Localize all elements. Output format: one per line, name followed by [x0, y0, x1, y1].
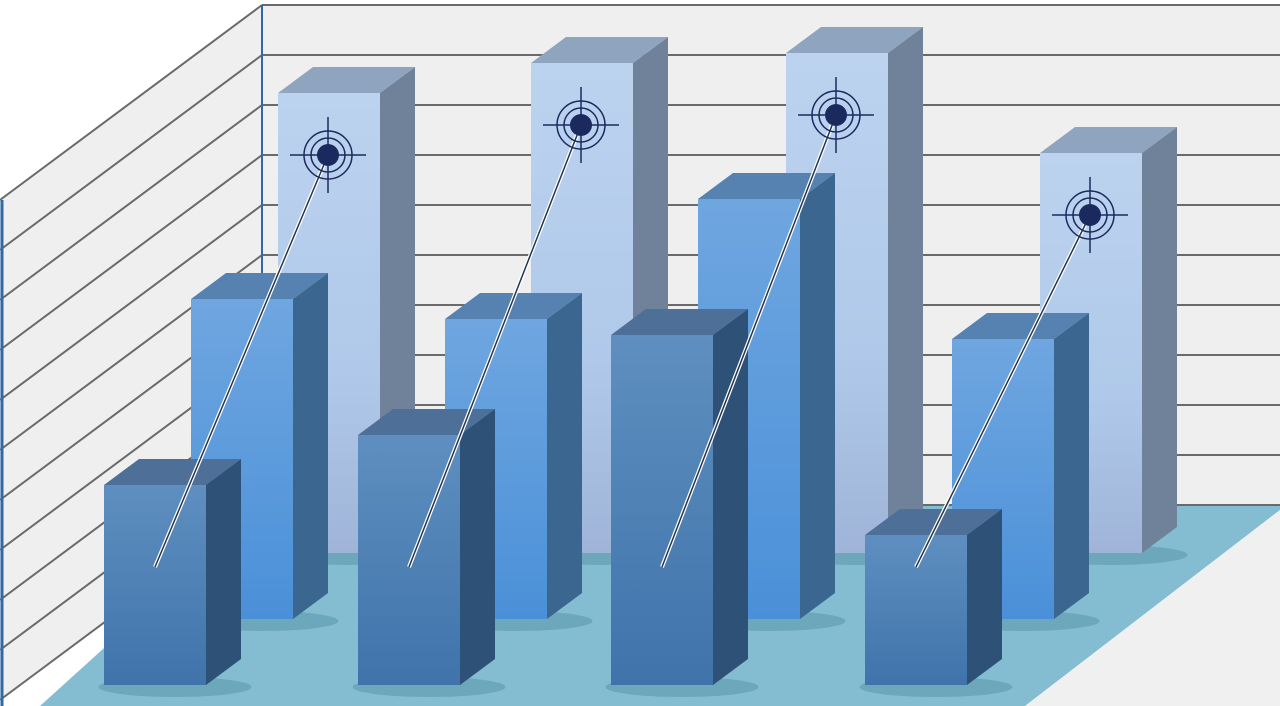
bar-side — [293, 273, 328, 619]
bar-side — [547, 293, 582, 619]
bar-front-1 — [98, 459, 252, 697]
bar-top — [611, 309, 748, 335]
gridline-left — [0, 154, 263, 351]
bars-group — [98, 27, 1188, 697]
gridline-left — [0, 54, 263, 251]
bar-top — [531, 37, 668, 63]
bar-top — [1040, 127, 1177, 153]
bar-front-2 — [352, 409, 506, 697]
bar-side — [1142, 127, 1177, 553]
target-marker-2 — [407, 87, 619, 568]
bar-front — [865, 535, 967, 685]
bar-top — [278, 67, 415, 93]
gridline-left — [0, 204, 263, 401]
bar-side — [460, 409, 495, 685]
gridline-left — [0, 4, 263, 201]
floor-edge — [1025, 510, 1280, 706]
bar-top — [698, 173, 835, 199]
target-marker-1 — [153, 117, 366, 568]
target-marker-4 — [914, 177, 1128, 568]
pointer-line — [915, 214, 1091, 568]
pointer-line — [408, 124, 582, 568]
bar-front — [611, 335, 713, 685]
bar-front — [104, 485, 206, 685]
bar-side — [888, 27, 923, 553]
bar-top — [104, 459, 241, 485]
bar-side — [713, 309, 748, 685]
bar-top — [952, 313, 1089, 339]
bar-side — [1054, 313, 1089, 619]
target-markers — [153, 77, 1128, 568]
bar-top — [445, 293, 582, 319]
bar-top — [865, 509, 1002, 535]
bar-front-4 — [859, 509, 1013, 697]
bar-top — [786, 27, 923, 53]
bar-side — [967, 509, 1002, 685]
bar-top — [191, 273, 328, 299]
bar-side — [206, 459, 241, 685]
bar-side — [800, 173, 835, 619]
pointer-line — [661, 114, 837, 568]
pointer-line — [154, 154, 329, 568]
bar-middle-3 — [692, 173, 846, 631]
bar-front-3 — [605, 309, 759, 697]
gridline-left — [0, 104, 263, 301]
target-marker-3 — [660, 77, 874, 568]
